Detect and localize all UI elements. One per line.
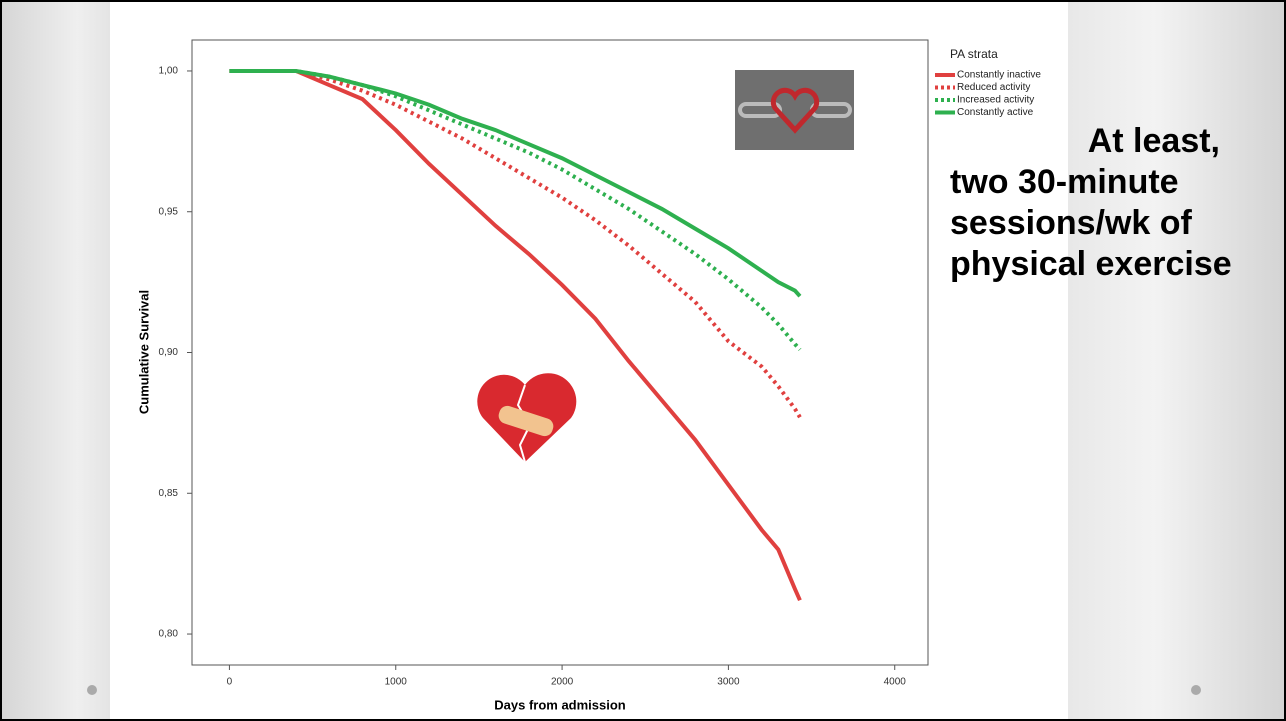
y-tick-label: 0,85 bbox=[159, 488, 179, 499]
x-tick-label: 0 bbox=[227, 677, 233, 688]
slide-text-line: sessions/wk of bbox=[950, 204, 1193, 242]
left-panel bbox=[2, 2, 110, 719]
x-tick-label: 1000 bbox=[385, 677, 408, 688]
y-tick-label: 1,00 bbox=[159, 66, 179, 77]
legend-label: Constantly inactive bbox=[957, 70, 1041, 81]
legend-label: Increased activity bbox=[957, 95, 1034, 106]
y-axis-label: Cumulative Survival bbox=[136, 290, 151, 414]
x-tick-label: 2000 bbox=[551, 677, 574, 688]
right-panel bbox=[1068, 2, 1284, 719]
y-tick-label: 0,90 bbox=[159, 347, 179, 358]
legend-title: PA strata bbox=[950, 47, 998, 61]
x-tick-label: 4000 bbox=[884, 677, 907, 688]
legend-label: Constantly active bbox=[957, 107, 1034, 118]
dot bbox=[1191, 685, 1201, 695]
legend-label: Reduced activity bbox=[957, 82, 1030, 93]
dot bbox=[87, 685, 97, 695]
slide-text-line: At least, bbox=[1088, 122, 1220, 160]
chain-heart-image bbox=[735, 70, 854, 150]
broken-heart-image bbox=[477, 373, 577, 463]
x-axis-label: Days from admission bbox=[494, 697, 626, 712]
series-line bbox=[229, 68, 802, 419]
series-line bbox=[229, 68, 802, 298]
slide-text-line: two 30-minute bbox=[950, 163, 1179, 201]
slide-text-line: physical exercise bbox=[950, 245, 1232, 283]
x-tick-label: 3000 bbox=[717, 677, 740, 688]
y-tick-label: 0,80 bbox=[159, 629, 179, 640]
series-line bbox=[229, 68, 802, 602]
y-tick-label: 0,95 bbox=[159, 206, 179, 217]
